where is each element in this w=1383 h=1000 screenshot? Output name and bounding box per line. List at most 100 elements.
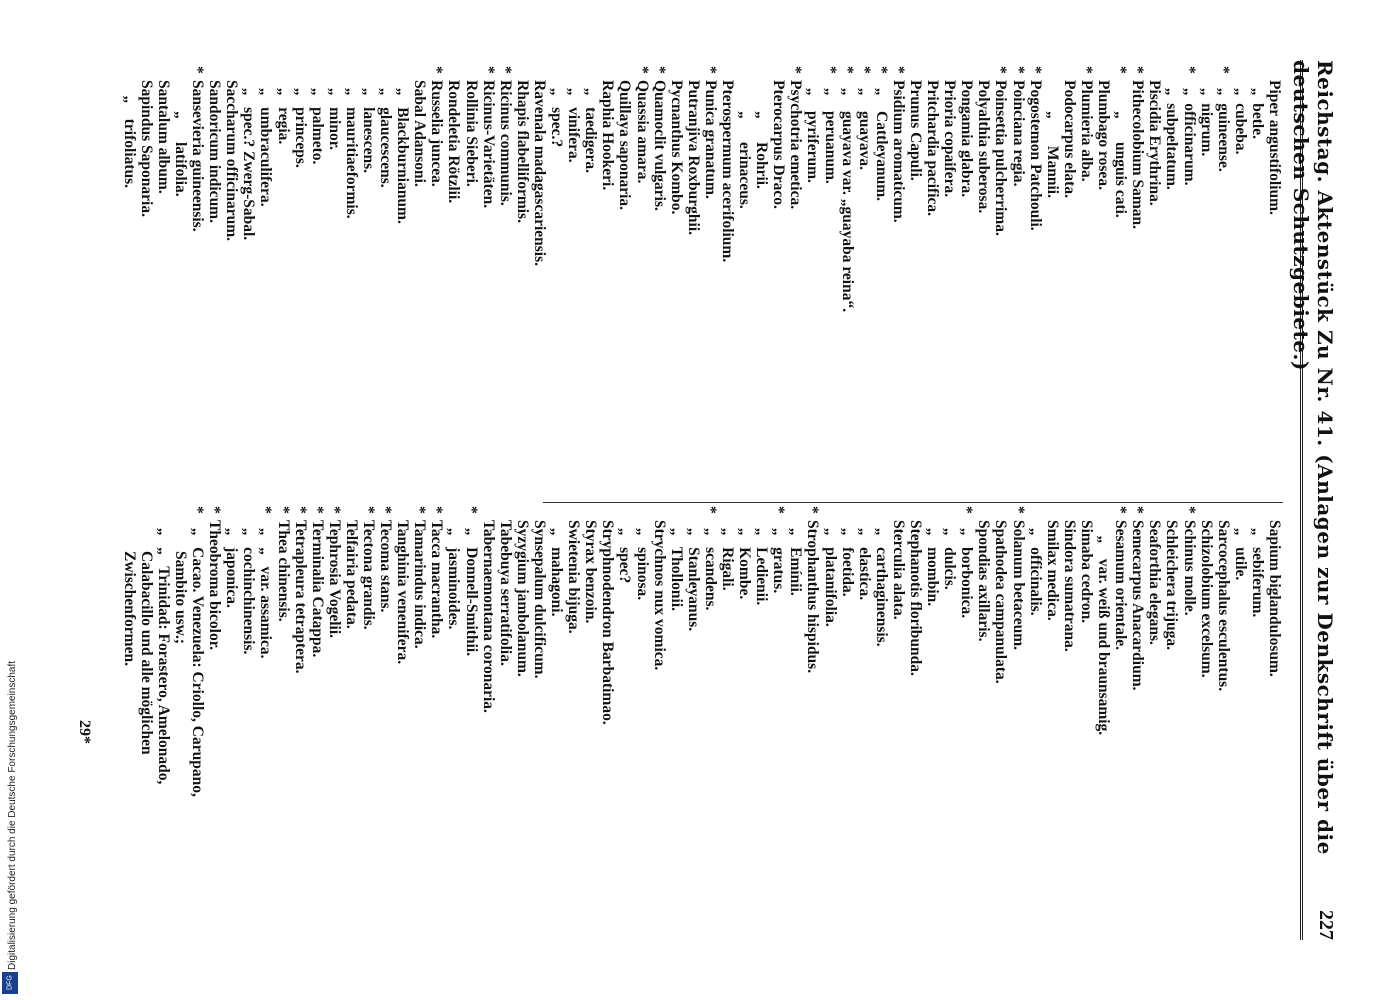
list-item: Sterculia alata. <box>890 520 907 940</box>
species-name: „ dulcis. <box>941 520 959 590</box>
species-name: „ mahagoni. <box>548 520 566 617</box>
species-name: „ utile. <box>1231 520 1249 581</box>
species-name: Sandoricum indicum. <box>206 80 224 223</box>
species-name: Sterculia alata. <box>889 520 907 620</box>
species-name: „ betle. <box>1248 80 1266 139</box>
species-name: „ Cattleyanum. <box>872 80 890 201</box>
species-name: „ glaucescens. <box>377 80 395 188</box>
species-name: „ unguis cati. <box>1112 80 1130 218</box>
species-name: „ officinarum. <box>1180 80 1198 186</box>
list-item: * Pithecolobium Saman. <box>1129 66 1146 500</box>
star-marker: * <box>1009 506 1027 514</box>
star-marker: * <box>821 66 839 74</box>
list-item: „ officinalis. <box>1027 520 1044 940</box>
star-marker: * <box>274 506 292 514</box>
species-name: „ pyriferum. <box>804 80 822 183</box>
star-marker: * <box>308 506 326 514</box>
list-item: „ Kombe. <box>736 520 753 940</box>
species-name: „ regia. <box>274 80 292 145</box>
list-item: „ spinosa. <box>633 520 651 940</box>
species-name: „ cubeba. <box>1231 80 1249 155</box>
list-item: * Ricinus-Varietäten. <box>479 66 497 500</box>
species-name: Plumieria alba. <box>1077 80 1095 182</box>
species-name: „ var. weiß und braunsamig. <box>1095 520 1113 736</box>
species-name: Podocarpus elata. <box>1060 80 1078 198</box>
list-item: „ Ledienii. <box>753 520 770 940</box>
list-item: „ Blackburnianum. <box>394 80 411 500</box>
star-marker: * <box>189 506 207 514</box>
list-item: Prioria copaifera. <box>941 80 958 500</box>
list-item: * Tamarindus indica. <box>411 506 429 940</box>
list-item: „ Rigali. <box>719 520 736 940</box>
species-name: „ trifoliatus. <box>120 80 138 189</box>
species-name: „ platanifolia. <box>821 520 839 627</box>
species-name: Polyalthia suberosa. <box>975 80 993 214</box>
star-marker: * <box>411 506 429 514</box>
list-item: Pterospermum acerifolium. <box>719 80 736 500</box>
species-name: „ japonica. <box>223 520 241 608</box>
list-item: * „ officinarum. <box>1180 66 1198 500</box>
list-item: Pongamia glabra. <box>958 80 975 500</box>
star-marker: * <box>804 506 822 514</box>
list-item: „ glaucescens. <box>377 80 394 500</box>
list-item: Pritchardia pacifica. <box>924 80 941 500</box>
species-name: Theobroma bicolor. <box>206 520 224 651</box>
species-name: Sambito usw.; <box>172 520 189 645</box>
species-name: „ guayava var. „guayaba reina“. <box>838 80 856 313</box>
species-name: „ Mannii. <box>1043 80 1061 198</box>
list-item: „ utile. <box>1232 520 1249 940</box>
left-column: Piper angustifolium. „ betle. „ cubeba. *… <box>120 66 1283 500</box>
list-item: Rollinia Sieberi. <box>463 80 480 500</box>
list-item: „ elastica. <box>856 520 873 940</box>
star-marker: * <box>1112 506 1130 514</box>
species-name: „ „ Trinidad: Forastero, Amelonado, <box>154 520 172 785</box>
list-item: Strychnos nux vomica. <box>651 520 668 940</box>
star-marker: * <box>1129 506 1147 514</box>
list-item: * „ Donnell-Smithii. <box>463 506 480 940</box>
list-item: * Sesamum orientale. <box>1112 506 1129 940</box>
list-item: * Psidium aromaticum. <box>890 66 907 500</box>
species-name: „ lanescens. <box>360 80 378 173</box>
star-marker: * <box>428 66 446 74</box>
species-name: Tamarindus indica. <box>411 520 429 649</box>
species-name: Telfairia pedata. <box>342 520 360 629</box>
list-item: „ regia. <box>274 80 292 500</box>
list-item: „ cochinchinensis. <box>240 520 257 940</box>
species-name: Prioria copaifera. <box>941 80 959 198</box>
star-marker: * <box>1112 66 1130 74</box>
list-item: * Semecarpus Anacardium. <box>1129 506 1146 940</box>
species-name: Styrax benzoin. <box>582 520 600 624</box>
list-item: Piper angustifolium. <box>1266 80 1283 500</box>
species-name: Quassia amara. <box>633 80 651 184</box>
species-name: Schinus molle. <box>1180 520 1198 616</box>
list-item: Schleichera trijuga. <box>1163 520 1180 940</box>
species-name: „ Rigali. <box>719 520 736 591</box>
species-name: Sapium biglandulosum. <box>1266 520 1283 677</box>
species-name: Piscidia Erythrina. <box>1146 80 1164 206</box>
star-marker: * <box>992 66 1010 74</box>
list-item: * Tacca macrantha. <box>428 506 446 940</box>
species-name: Tephrosia Vogelii. <box>325 520 343 639</box>
star-marker: * <box>496 66 514 74</box>
species-name: „ mombin. <box>924 520 942 607</box>
list-item: * Ricinus communis. <box>496 66 514 500</box>
species-name: Rondeletia Rötzlii. <box>445 80 463 204</box>
species-name: Tabernaemontana coronaria. <box>479 520 497 713</box>
species-name: „ peruanum. <box>821 80 839 184</box>
list-item: Sindora sumatrana. <box>1061 520 1078 940</box>
star-marker: * <box>855 66 873 74</box>
list-item: Calabacillo und alle möglichen <box>138 520 155 940</box>
species-name: Ricinus-Varietäten. <box>479 80 497 209</box>
star-marker: * <box>958 506 976 514</box>
species-name: Tacca macrantha. <box>428 520 446 639</box>
species-name: Schizolobium excelsum. <box>1197 520 1215 678</box>
star-marker: * <box>633 66 651 74</box>
list-item: * Sansevieria guineensis. <box>189 66 206 500</box>
list-item: * Thea chinensis. <box>274 506 292 940</box>
list-item: „ umbraculifera. <box>257 80 274 500</box>
species-name: „ Kombe. <box>736 520 754 600</box>
species-name: Ricinus communis. <box>496 80 514 206</box>
list-item: Styrax benzoin. <box>582 520 599 940</box>
list-item: * Poinsettia pulcherrima. <box>992 66 1010 500</box>
list-item: Sabal Adansoni. <box>411 80 428 500</box>
